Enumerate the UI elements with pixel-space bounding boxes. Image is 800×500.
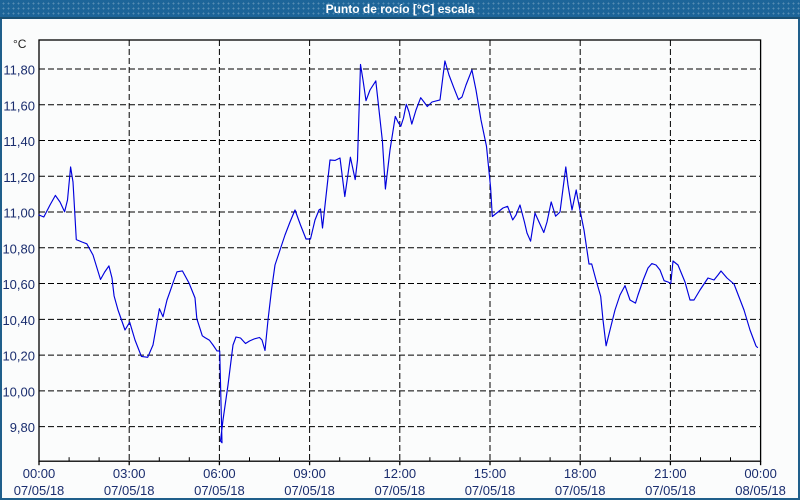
- svg-text:07/05/18: 07/05/18: [374, 483, 425, 498]
- svg-text:09:00: 09:00: [293, 466, 326, 481]
- svg-text:06:00: 06:00: [203, 466, 236, 481]
- svg-text:07/05/18: 07/05/18: [465, 483, 516, 498]
- svg-text:00:00: 00:00: [744, 466, 777, 481]
- svg-text:11,20: 11,20: [3, 170, 35, 185]
- svg-text:11,00: 11,00: [3, 206, 35, 221]
- svg-text:00:00: 00:00: [23, 466, 56, 481]
- svg-text:°C: °C: [13, 37, 27, 51]
- svg-text:07/05/18: 07/05/18: [104, 483, 155, 498]
- svg-text:07/05/18: 07/05/18: [645, 483, 696, 498]
- svg-text:11,80: 11,80: [3, 63, 35, 78]
- svg-text:10,00: 10,00: [2, 384, 35, 399]
- svg-text:10,40: 10,40: [2, 313, 35, 328]
- svg-text:07/05/18: 07/05/18: [555, 483, 606, 498]
- svg-text:11,60: 11,60: [3, 98, 35, 113]
- svg-text:9,80: 9,80: [10, 420, 35, 435]
- svg-text:07/05/18: 07/05/18: [14, 483, 65, 498]
- svg-text:10,60: 10,60: [2, 277, 35, 292]
- svg-text:07/05/18: 07/05/18: [194, 483, 245, 498]
- svg-text:18:00: 18:00: [564, 466, 597, 481]
- svg-text:07/05/18: 07/05/18: [284, 483, 335, 498]
- svg-text:08/05/18: 08/05/18: [735, 483, 786, 498]
- svg-text:12:00: 12:00: [384, 466, 417, 481]
- svg-text:10,20: 10,20: [2, 349, 35, 364]
- svg-text:11,40: 11,40: [3, 134, 35, 149]
- svg-text:03:00: 03:00: [113, 466, 146, 481]
- svg-text:10,80: 10,80: [2, 241, 35, 256]
- svg-text:21:00: 21:00: [654, 466, 687, 481]
- svg-text:15:00: 15:00: [474, 466, 507, 481]
